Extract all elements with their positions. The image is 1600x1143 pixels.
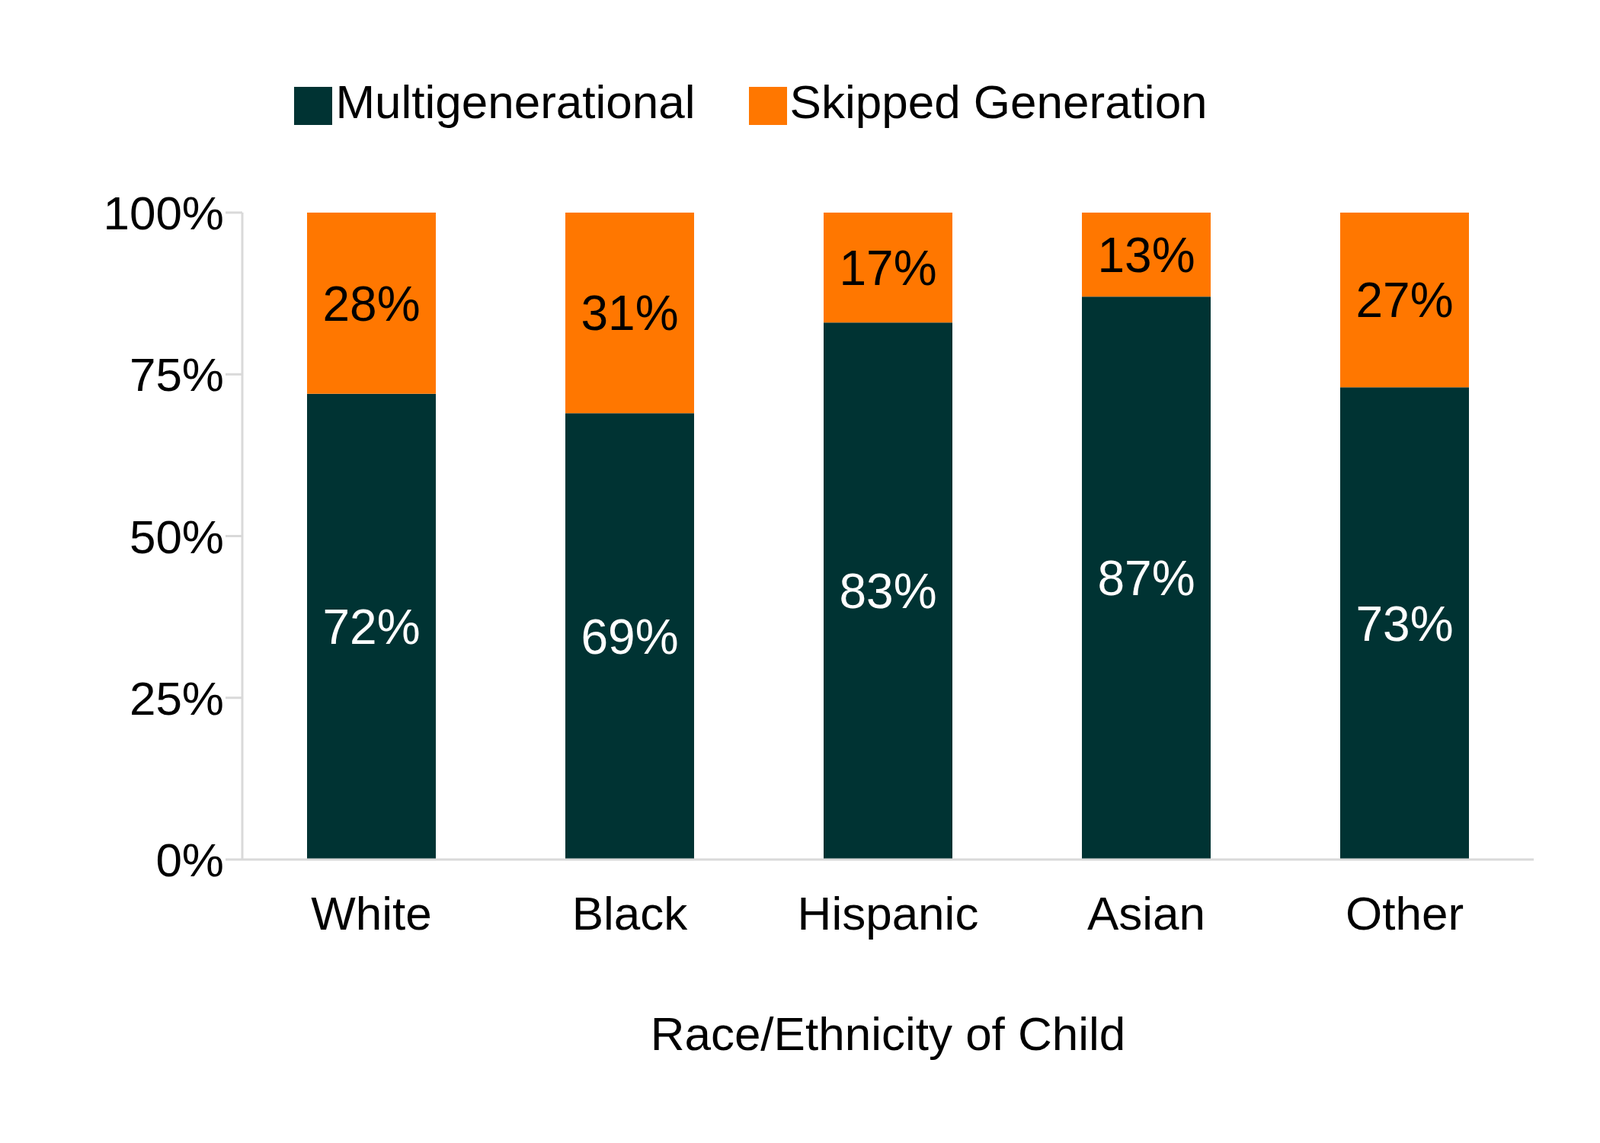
svg-text:69%: 69%: [580, 609, 679, 665]
html-text:Skipped Generation: Skipped Generation: [789, 75, 1208, 128]
svg-text:83%: 83%: [838, 563, 937, 619]
svg-text:73%: 73%: [1355, 596, 1453, 652]
html-text:Multigenerational: Multigenerational: [335, 75, 696, 128]
svg-text:13%: 13%: [1097, 227, 1195, 283]
svg-text:0%: 0%: [155, 833, 224, 887]
svg-text:27%: 27%: [1355, 272, 1453, 328]
svg-text:White: White: [310, 886, 432, 940]
svg-text:Black: Black: [572, 886, 689, 940]
svg-text:Race/Ethnicity of Child: Race/Ethnicity of Child: [650, 1007, 1127, 1060]
svg-text:Other: Other: [1345, 886, 1464, 940]
svg-text:Hispanic: Hispanic: [797, 886, 980, 940]
svg-text:87%: 87%: [1097, 550, 1195, 606]
svg-text:50%: 50%: [129, 510, 224, 564]
svg-text:Asian: Asian: [1087, 886, 1206, 940]
svg-text:75%: 75%: [129, 348, 224, 401]
svg-text:17%: 17%: [838, 240, 937, 296]
svg-text:72%: 72%: [322, 599, 420, 655]
svg-text:31%: 31%: [580, 285, 679, 341]
svg-text:100%: 100%: [102, 186, 224, 240]
svg-text:25%: 25%: [129, 672, 224, 725]
svg-text:28%: 28%: [322, 276, 420, 332]
